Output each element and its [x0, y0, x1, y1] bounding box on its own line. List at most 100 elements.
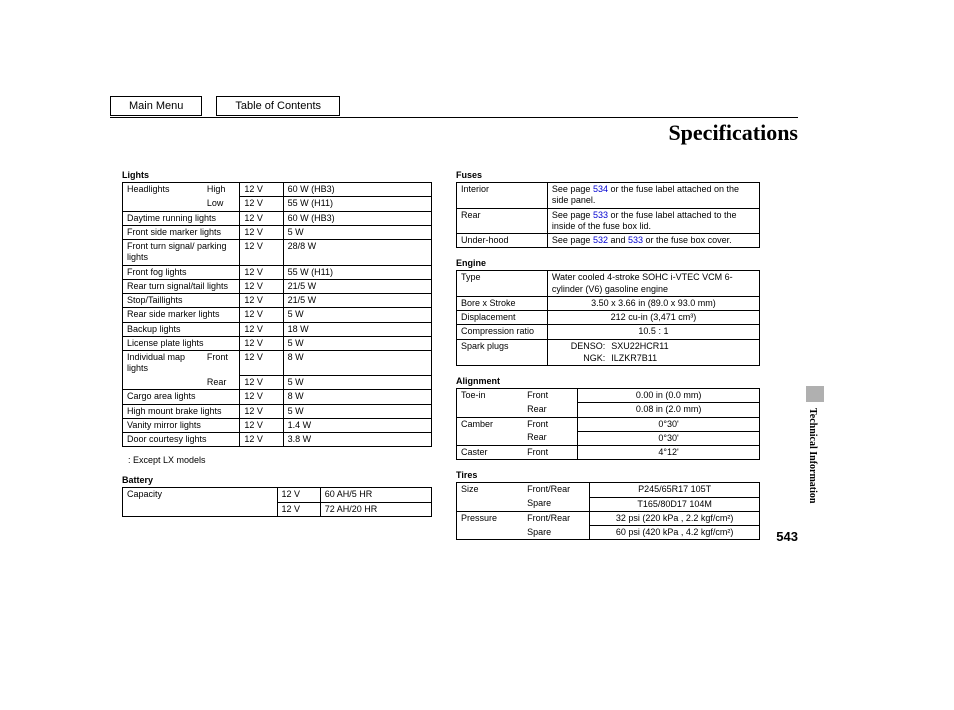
toc-button[interactable]: Table of Contents — [216, 96, 340, 116]
page-link[interactable]: 532 — [593, 235, 608, 245]
cell: Rear — [523, 431, 578, 445]
cell: 12 V — [240, 322, 283, 336]
lights-heading: Lights — [122, 170, 432, 180]
battery-table: Capacity12 V60 AH/5 HR12 V72 AH/20 HR — [122, 487, 432, 517]
battery-heading: Battery — [122, 475, 432, 485]
cell: Front — [523, 389, 578, 403]
cell: 12 V — [240, 265, 283, 279]
cell: 12 V — [277, 488, 320, 502]
cell: High mount brake lights — [123, 404, 240, 418]
cell: 10.5 : 1 — [547, 325, 759, 339]
cell: 12 V — [240, 418, 283, 432]
fuses-table: InteriorSee page 534 or the fuse label a… — [456, 182, 760, 248]
cell: Type — [457, 271, 548, 297]
cell: 8 W — [283, 390, 431, 404]
page-link[interactable]: 533 — [593, 210, 608, 220]
left-column: Lights HeadlightsHigh12 V60 W (HB3)Low12… — [122, 170, 432, 517]
lights-table: HeadlightsHigh12 V60 W (HB3)Low12 V55 W … — [122, 182, 432, 447]
cell: Front fog lights — [123, 265, 240, 279]
cell: Rear — [457, 208, 548, 234]
tires-heading: Tires — [456, 470, 760, 480]
tires-table: SizeFront/RearP245/65R17 105TSpareT165/8… — [456, 482, 760, 540]
cell: Front/Rear — [523, 511, 590, 525]
cell: Door courtesy lights — [123, 433, 240, 447]
cell: Stop/Taillights — [123, 294, 240, 308]
cell: Compression ratio — [457, 325, 548, 339]
cell: Rear — [203, 376, 240, 390]
cell: Front side marker lights — [123, 225, 240, 239]
cell — [123, 197, 203, 211]
cell: See page 534 or the fuse label attached … — [547, 183, 759, 209]
cell: Spare — [523, 497, 590, 511]
cell: Bore x Stroke — [457, 296, 548, 310]
cell: Toe-in — [457, 389, 524, 403]
cell: 12 V — [240, 197, 283, 211]
cell: DENSO: SXU22HCR11 — [547, 339, 759, 353]
cell: P245/65R17 105T — [590, 483, 760, 497]
cell: 12 V — [240, 376, 283, 390]
cell: Rear — [523, 403, 578, 417]
cell: 0°30' — [578, 431, 760, 445]
cell: 12 V — [277, 502, 320, 516]
cell: 60 psi (420 kPa , 4.2 kgf/cm²) — [590, 526, 760, 540]
cell: Under-hood — [457, 234, 548, 248]
cell: 21/5 W — [283, 279, 431, 293]
cell: DENSO: — [548, 340, 611, 353]
cell: NGK: — [548, 353, 611, 365]
page-link[interactable]: 534 — [593, 184, 608, 194]
main-menu-button[interactable]: Main Menu — [110, 96, 202, 116]
cell: License plate lights — [123, 336, 240, 350]
cell: 18 W — [283, 322, 431, 336]
lights-footnote: : Except LX models — [128, 455, 432, 465]
cell: 212 cu-in (3,471 cm³) — [547, 311, 759, 325]
alignment-table: Toe-inFront0.00 in (0.0 mm)Rear0.08 in (… — [456, 388, 760, 460]
cell — [457, 526, 524, 540]
cell — [457, 497, 524, 511]
cell: Camber — [457, 417, 524, 431]
cell: 28/8 W — [283, 240, 431, 266]
cell: See page 532 and 533 or the fuse box cov… — [547, 234, 759, 248]
cell — [457, 431, 524, 445]
cell: See page 533 or the fuse label attached … — [547, 208, 759, 234]
side-tab — [806, 386, 824, 402]
cell: 32 psi (220 kPa , 2.2 kgf/cm²) — [590, 511, 760, 525]
cell: Low — [203, 197, 240, 211]
nav-bar: Main Menu Table of Contents — [110, 96, 340, 116]
cell: 12 V — [240, 211, 283, 225]
cell: 5 W — [283, 225, 431, 239]
cell: 5 W — [283, 336, 431, 350]
cell: Front — [203, 351, 240, 376]
cell: Water cooled 4-stroke SOHC i-VTEC VCM 6-… — [547, 271, 759, 297]
cell: 8 W — [283, 351, 431, 376]
cell: 55 W (H11) — [283, 265, 431, 279]
page-number: 543 — [776, 529, 798, 544]
cell: 0°30' — [578, 417, 760, 431]
cell: 55 W (H11) — [283, 197, 431, 211]
cell: 12 V — [240, 433, 283, 447]
cell: Displacement — [457, 311, 548, 325]
cell: 12 V — [240, 294, 283, 308]
cell: 12 V — [240, 183, 283, 197]
cell: 3.50 x 3.66 in (89.0 x 93.0 mm) — [547, 296, 759, 310]
cell: Backup lights — [123, 322, 240, 336]
cell: 12 V — [240, 404, 283, 418]
cell: Cargo area lights — [123, 390, 240, 404]
cell: Spark plugs — [457, 339, 548, 366]
cell: Rear turn signal/tail lights — [123, 279, 240, 293]
cell: 12 V — [240, 336, 283, 350]
side-section-label: Technical Information — [807, 408, 818, 503]
cell: 12 V — [240, 390, 283, 404]
cell: 5 W — [283, 404, 431, 418]
cell: 60 W (HB3) — [283, 183, 431, 197]
cell: Vanity mirror lights — [123, 418, 240, 432]
cell: Spare — [523, 526, 590, 540]
cell: 21/5 W — [283, 294, 431, 308]
cell: SXU22HCR11 — [611, 340, 759, 353]
cell: Individual map lights — [123, 351, 203, 376]
cell: 72 AH/20 HR — [320, 502, 431, 516]
cell: Front — [523, 446, 578, 460]
cell: 60 AH/5 HR — [320, 488, 431, 502]
page-link[interactable]: 533 — [628, 235, 643, 245]
cell — [123, 376, 203, 390]
page-title: Specifications — [668, 120, 798, 146]
